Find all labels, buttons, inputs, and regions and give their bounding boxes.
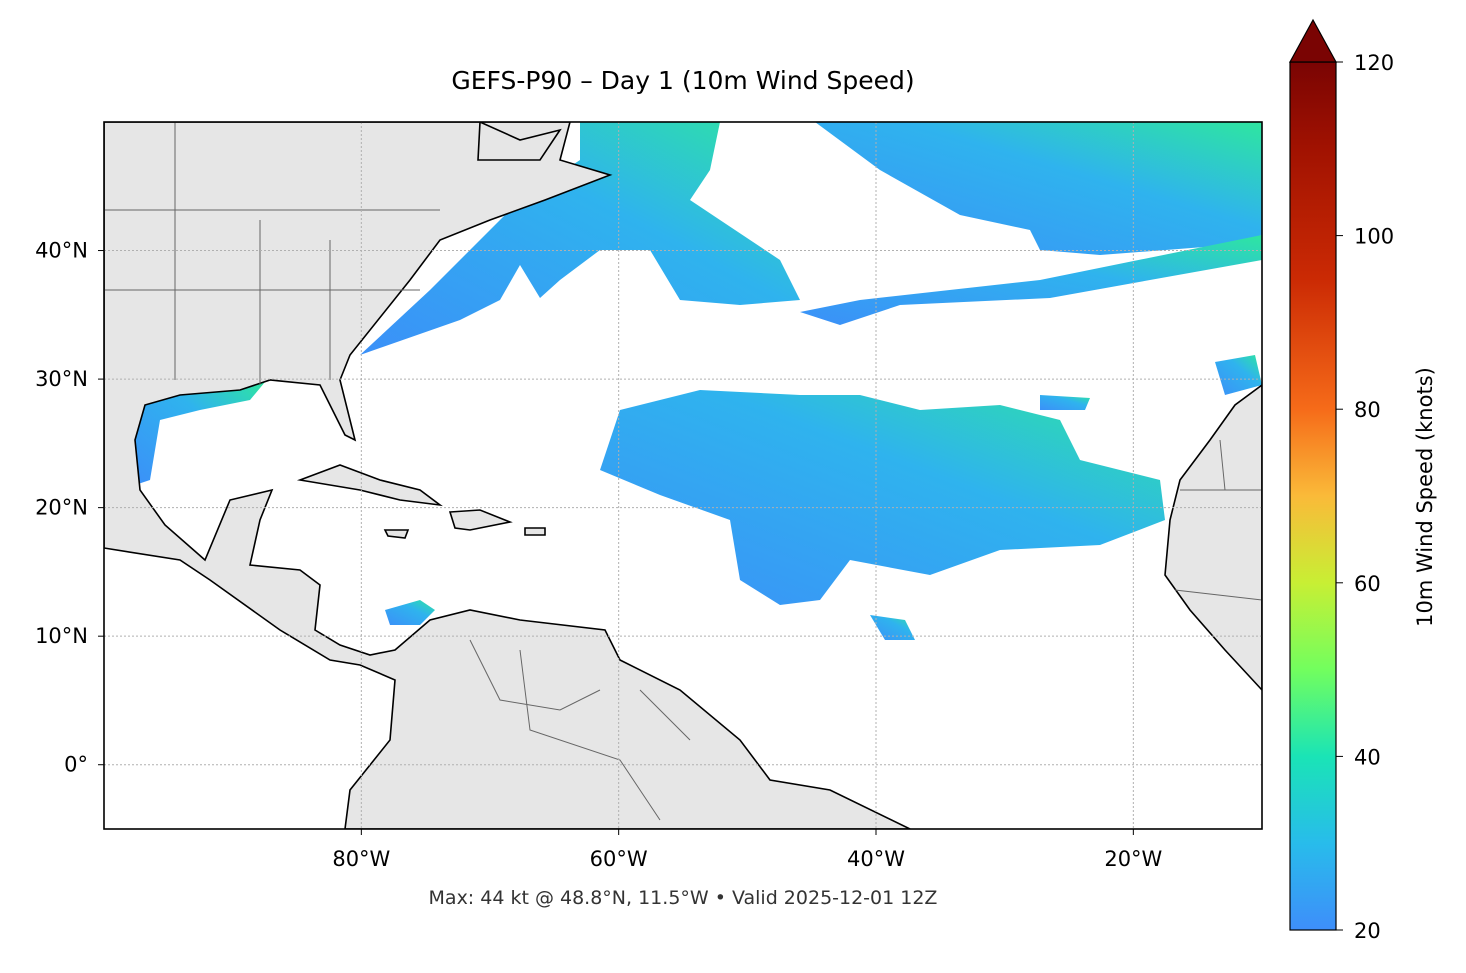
- x-tick-label: 20°W: [1104, 847, 1162, 871]
- map-title: GEFS-P90 – Day 1 (10m Wind Speed): [451, 66, 914, 95]
- y-tick-label: 10°N: [35, 624, 88, 648]
- footer: Max: 44 kt @ 48.8°N, 11.5°W • Valid 2025…: [429, 887, 938, 909]
- x-tick-label: 60°W: [590, 847, 648, 871]
- africa: [1164, 384, 1262, 692]
- wind-region: [360, 122, 800, 355]
- map-frame: [103, 121, 1263, 830]
- wind-region: [870, 615, 915, 640]
- colorbar: [1289, 61, 1337, 931]
- y-tick-label: 0°: [64, 753, 88, 777]
- wind-region: [135, 382, 265, 485]
- colorbar-label: 10m Wind Speed (knots): [1413, 367, 1437, 627]
- colorbar-tick-label: 40: [1354, 745, 1381, 769]
- borders: [104, 122, 1262, 821]
- y-tick-label: 20°N: [35, 496, 88, 520]
- coast-detail: [477, 122, 562, 161]
- wind-region: [800, 235, 1262, 325]
- colorbar-tick-label: 80: [1354, 398, 1381, 422]
- wind-region: [1040, 395, 1090, 410]
- x-tick-label: 80°W: [332, 847, 390, 871]
- colorbar-tick-label: 120: [1354, 51, 1394, 75]
- wind-region: [815, 122, 1262, 255]
- wind-region: [600, 390, 1165, 605]
- x-tick-label: 40°W: [847, 847, 905, 871]
- wind-field: [135, 122, 1262, 640]
- land: [104, 122, 1262, 829]
- map-area: [104, 122, 1262, 829]
- wind-region: [385, 600, 435, 625]
- colorbar-extend: [1288, 18, 1338, 63]
- wind-region: [1215, 355, 1262, 395]
- colorbar-tick-label: 20: [1354, 919, 1381, 943]
- hispaniola: [448, 509, 513, 531]
- puerto-rico: [524, 527, 546, 536]
- y-tick-label: 30°N: [35, 367, 88, 391]
- colorbar-tick-label: 60: [1354, 572, 1381, 596]
- jamaica: [383, 529, 410, 539]
- y-tick-label: 40°N: [35, 239, 88, 263]
- cuba: [296, 464, 443, 507]
- colorbar-tick-label: 100: [1354, 225, 1394, 249]
